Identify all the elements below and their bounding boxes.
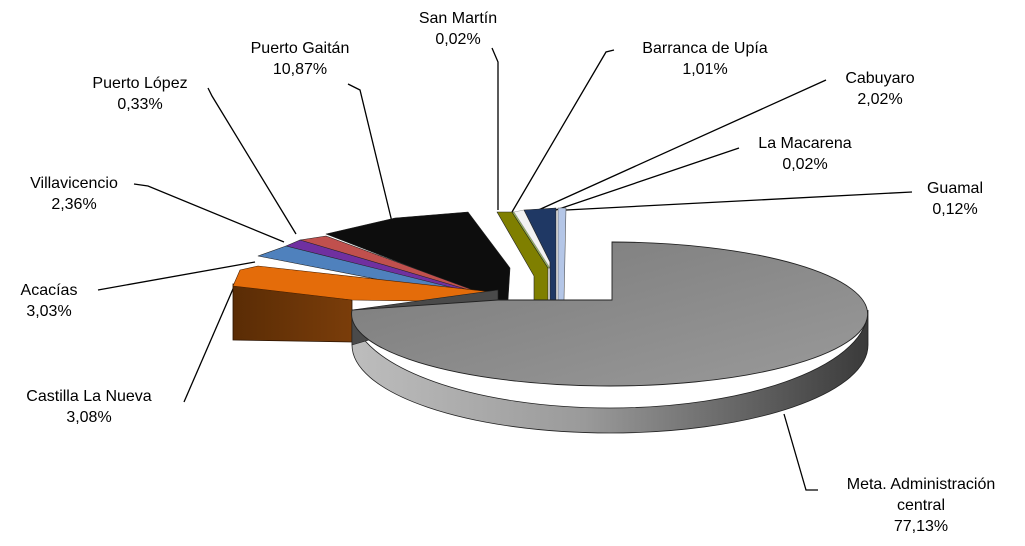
- leader-lines: [97, 47, 913, 491]
- slice-name: Acacías: [20, 282, 78, 299]
- slice-name: Meta. Administración: [846, 476, 996, 493]
- label-villavicencio: Villavicencio 2,36%: [4, 173, 144, 215]
- slice-leader-meta: [783, 413, 818, 491]
- slice-meta-administracion-central: [351, 241, 869, 387]
- label-barranca-de-upia: Barranca de Upía 1,01%: [610, 38, 800, 80]
- label-castilla-la-nueva: Castilla La Nueva 3,08%: [4, 386, 174, 428]
- slice-guamal: [557, 207, 567, 301]
- slice-leader-castilla: [183, 281, 237, 403]
- label-puerto-gaitan: Puerto Gaitán 10,87%: [225, 38, 375, 80]
- slice-leader-la-macarena: [555, 147, 740, 211]
- slice-leader-acacias: [97, 261, 256, 291]
- slice-value: 0,02%: [435, 31, 481, 48]
- slice-name: La Macarena: [758, 135, 852, 152]
- slice-name: Puerto Gaitán: [250, 40, 350, 57]
- slice-meta-administracion-central-side: [351, 309, 869, 434]
- label-san-martin: San Martín 0,02%: [398, 8, 518, 50]
- slice-leader-san-martin: [491, 47, 499, 210]
- label-guamal: Guamal 0,12%: [900, 178, 1010, 220]
- pie-slices: [232, 207, 869, 434]
- slice-leader-puerto-gaitan: [347, 83, 393, 223]
- slice-value: 2,02%: [857, 91, 903, 108]
- label-puerto-lopez: Puerto López 0,33%: [70, 73, 210, 115]
- slice-name: Puerto López: [92, 75, 188, 92]
- slice-value: 3,03%: [26, 303, 72, 320]
- slice-name-line-2: central: [896, 497, 946, 514]
- slice-value: 10,87%: [272, 61, 328, 78]
- slice-leader-villavicencio: [133, 183, 285, 243]
- slice-value: 2,36%: [51, 196, 97, 213]
- slice-name: Barranca de Upía: [642, 40, 768, 57]
- label-cabuyaro: Cabuyaro 2,02%: [815, 68, 945, 110]
- slice-value: 77,13%: [893, 518, 949, 535]
- slice-value: 0,12%: [932, 201, 978, 218]
- label-acacias: Acacías 3,03%: [4, 280, 94, 322]
- label-meta-administracion-central: Meta. Administración central 77,13%: [818, 474, 1024, 537]
- slice-value: 0,33%: [117, 96, 163, 113]
- slice-name: Cabuyaro: [845, 70, 915, 87]
- slice-name: San Martín: [418, 10, 498, 27]
- slice-value: 0,02%: [782, 156, 828, 173]
- slice-name: Guamal: [926, 180, 984, 197]
- slice-leader-barranca: [511, 49, 615, 213]
- slice-name: Castilla La Nueva: [26, 388, 152, 405]
- slice-leader-puerto-lopez: [207, 87, 297, 235]
- slice-leader-guamal: [565, 191, 913, 211]
- slice-value: 3,08%: [66, 409, 112, 426]
- slice-name: Villavicencio: [30, 175, 118, 192]
- label-la-macarena: La Macarena 0,02%: [735, 133, 875, 175]
- slice-value: 1,01%: [682, 61, 728, 78]
- slice-leader-cabuyaro: [533, 79, 827, 213]
